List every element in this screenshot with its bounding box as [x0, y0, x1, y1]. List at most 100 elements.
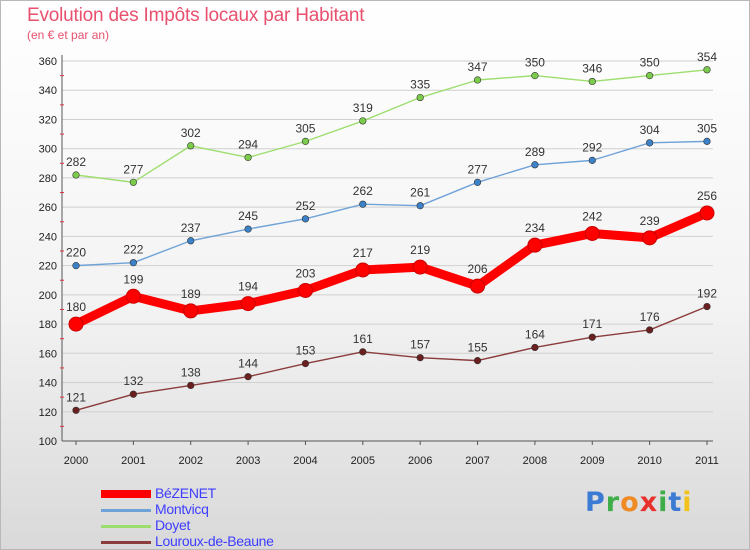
data-label: 234 — [525, 221, 545, 235]
data-point — [473, 178, 482, 186]
data-point — [129, 178, 137, 186]
y-tick-label: 200 — [39, 290, 57, 302]
data-point — [416, 202, 424, 210]
data-point — [359, 117, 367, 125]
legend: BéZENET Montvicq Doyet Louroux-de-Beaune — [101, 485, 361, 550]
data-point — [646, 72, 654, 80]
data-label: 294 — [238, 137, 258, 151]
data-label: 180 — [66, 300, 86, 314]
data-label: 157 — [410, 338, 430, 352]
legend-swatch — [101, 525, 151, 528]
data-label: 261 — [410, 186, 430, 200]
y-tick-label: 280 — [39, 173, 57, 185]
series-0: 180 199 189 194 203 217 219 206 234 242 239 256 — [66, 189, 717, 332]
legend-label: BéZENET — [155, 485, 216, 501]
data-point — [125, 288, 141, 304]
legend-item: Montvicq — [101, 501, 361, 518]
x-tick-label: 2009 — [580, 455, 604, 467]
data-label: 305 — [295, 121, 315, 135]
legend-swatch — [101, 541, 151, 544]
data-point — [416, 354, 424, 362]
x-tick-label: 2000 — [64, 455, 88, 467]
data-label: 277 — [123, 162, 143, 176]
y-tick-label: 320 — [39, 114, 57, 126]
x-tick-label: 2008 — [523, 455, 547, 467]
data-point — [699, 205, 715, 221]
data-label: 164 — [525, 327, 545, 341]
data-point — [588, 333, 596, 341]
data-point — [531, 343, 539, 352]
x-tick-label: 2004 — [293, 455, 317, 467]
data-point — [129, 259, 137, 267]
data-label: 354 — [697, 50, 717, 64]
series-line — [75, 69, 708, 184]
data-point — [584, 225, 600, 241]
series-line — [71, 208, 712, 329]
legend-swatch — [101, 490, 151, 498]
data-label: 242 — [582, 209, 602, 223]
data-label: 346 — [582, 61, 602, 75]
data-label: 155 — [468, 341, 488, 355]
data-point — [473, 357, 482, 365]
series-1: 220 222 237 245 252 262 261 277 289 292 304 305 — [66, 121, 717, 270]
data-label: 302 — [181, 126, 201, 140]
data-label: 144 — [238, 357, 258, 371]
y-tick-label: 300 — [39, 144, 57, 156]
data-point — [473, 76, 482, 84]
data-point — [412, 259, 428, 275]
legend-item: Doyet — [101, 517, 361, 534]
data-point — [646, 139, 654, 147]
logo-letter: i — [658, 487, 669, 518]
data-point — [240, 296, 256, 312]
legend-item: Louroux-de-Beaune — [101, 533, 361, 550]
y-tick-label: 220 — [39, 261, 57, 273]
data-label: 161 — [353, 332, 373, 346]
data-label: 138 — [181, 365, 201, 379]
data-label: 220 — [66, 246, 86, 260]
data-point — [72, 171, 80, 179]
data-label: 350 — [525, 56, 545, 70]
data-point — [72, 406, 80, 414]
data-point — [129, 390, 137, 398]
data-label: 350 — [640, 56, 660, 70]
data-point — [531, 161, 539, 169]
chart-subtitle: (en € et par an) — [27, 28, 110, 42]
series-line — [75, 140, 708, 267]
data-point — [588, 156, 596, 164]
data-point — [703, 137, 711, 145]
logo-letter: t — [668, 487, 683, 518]
data-point — [244, 373, 252, 381]
data-point — [72, 262, 80, 270]
data-label: 189 — [181, 287, 201, 301]
data-label: 256 — [697, 189, 717, 203]
data-point — [301, 359, 310, 368]
y-tick-label: 180 — [39, 319, 57, 331]
x-tick-label: 2006 — [408, 455, 432, 467]
y-tick-label: 260 — [39, 202, 57, 214]
data-label: 335 — [410, 78, 430, 92]
x-tick-label: 2005 — [351, 455, 375, 467]
data-point — [187, 381, 195, 390]
data-label: 237 — [181, 221, 201, 235]
logo-letter: x — [639, 487, 659, 518]
data-label: 252 — [295, 199, 315, 213]
logo-letter: o — [620, 487, 640, 518]
data-label: 347 — [468, 60, 488, 74]
data-point — [187, 237, 195, 245]
data-label: 245 — [238, 209, 258, 223]
y-tick-label: 240 — [39, 231, 57, 243]
data-point — [183, 303, 199, 319]
data-label: 132 — [123, 374, 143, 388]
data-point — [359, 348, 367, 356]
data-label: 206 — [468, 262, 488, 276]
data-point — [703, 66, 711, 74]
data-label: 239 — [640, 214, 660, 228]
y-tick-label: 140 — [39, 378, 57, 390]
logo-letter: P — [585, 487, 606, 518]
chart-title: Evolution des Impôts locaux par Habitant — [27, 5, 365, 26]
data-point — [416, 93, 424, 102]
x-tick-label: 2010 — [637, 455, 661, 467]
logo-letter: r — [605, 487, 621, 518]
y-tick-label: 160 — [39, 348, 57, 360]
series-line — [75, 305, 708, 412]
